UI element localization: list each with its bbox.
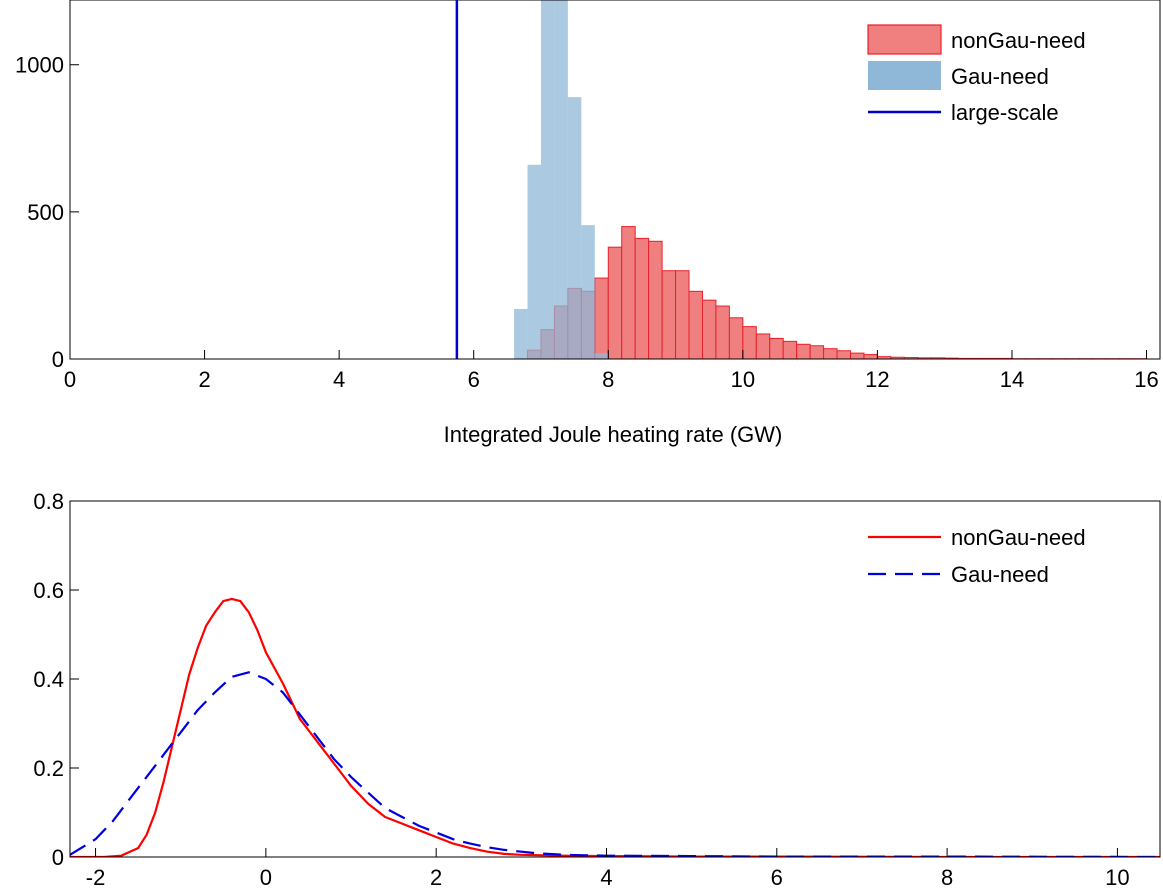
gau-bar <box>594 353 609 359</box>
density-y-tick-label: 0.2 <box>33 756 64 781</box>
nongau-bar <box>849 352 865 359</box>
histogram-x-tick-label: 8 <box>602 367 614 392</box>
density-y-tick-label: 0.8 <box>33 489 64 514</box>
nongau-bar <box>782 340 798 359</box>
nongau-need-curve <box>70 597 1160 857</box>
nongau-bar <box>634 237 650 359</box>
nongau-bar <box>823 348 838 359</box>
nongau-bar <box>796 343 811 359</box>
density-curves <box>70 597 1160 857</box>
nongau-bar <box>675 270 690 359</box>
histogram-x-tick-label: 4 <box>333 367 345 392</box>
nongau-bar <box>715 305 730 359</box>
nongau-bar <box>836 350 851 359</box>
nongau-bar <box>688 290 703 359</box>
nongau-bar <box>755 333 771 359</box>
legend-label: large-scale <box>951 100 1059 125</box>
legend-swatch <box>868 61 941 90</box>
nongau-bar <box>648 240 663 359</box>
histogram-y-ticks: 0 500 1000 <box>15 53 79 372</box>
density-axes-frame <box>69 500 1161 858</box>
density-y-tick-label: 0 <box>52 845 64 870</box>
histogram-plot-area <box>455 0 1148 359</box>
density-x-tick-label: 0 <box>260 865 272 890</box>
density-x-tick-label: 2 <box>430 865 442 890</box>
legend-label: Gau-need <box>951 64 1049 89</box>
density-x-tick-label: -2 <box>86 865 106 890</box>
nongau-bar <box>742 326 757 359</box>
histogram-bars <box>455 0 1148 359</box>
histogram-x-tick-label: 14 <box>1000 367 1024 392</box>
histogram-x-tick-label: 2 <box>198 367 210 392</box>
histogram-x-ticks: 0 2 4 6 8 10 12 14 16 <box>64 350 1159 392</box>
histogram-x-tick-label: 6 <box>468 367 480 392</box>
density-y-ticks: 0 0.2 0.4 0.6 0.8 <box>33 489 79 870</box>
histogram-y-tick-label: 1000 <box>15 53 64 78</box>
gau-bar <box>527 164 541 359</box>
nongau-bar <box>863 354 878 359</box>
histogram-y-tick-label: 0 <box>52 347 64 372</box>
histogram-x-tick-label: 16 <box>1134 367 1158 392</box>
histogram-x-tick-label: 10 <box>731 367 755 392</box>
density-panel: -2 0 2 4 6 8 10 0 0.2 0.4 0.6 0.8 nonGau-need Gau-n… <box>33 489 1161 890</box>
density-x-ticks: -2 0 2 4 6 8 10 <box>86 848 1130 890</box>
density-x-tick-label: 4 <box>600 865 612 890</box>
histogram-y-tick-label: 500 <box>27 200 64 225</box>
density-x-tick-label: 8 <box>941 865 953 890</box>
nongau-bar <box>809 345 825 359</box>
density-y-tick-label: 0.4 <box>33 667 64 692</box>
legend-label: nonGau-need <box>951 28 1086 53</box>
legend-swatch <box>867 24 942 55</box>
gau-bar <box>514 308 528 359</box>
nongau-bar <box>594 277 609 359</box>
nongau-bar <box>701 299 717 359</box>
histogram-panel: 0 2 4 6 8 10 12 14 16 0 500 1000 Integrated Joule … <box>15 0 1161 447</box>
gau-bar <box>540 0 555 359</box>
density-plot-area <box>70 597 1160 857</box>
gau-need-curve <box>70 671 1160 857</box>
histogram-x-axis-label: Integrated Joule heating rate (GW) <box>444 422 783 447</box>
nongau-bar <box>607 246 623 359</box>
nongau-bar <box>661 270 677 359</box>
density-x-tick-label: 6 <box>771 865 783 890</box>
density-y-tick-label: 0.6 <box>33 578 64 603</box>
nongau-bar <box>621 226 636 359</box>
gau-bar <box>581 225 595 359</box>
gau-bar <box>567 97 582 359</box>
legend-label: nonGau-need <box>951 525 1086 550</box>
histogram-x-tick-label: 12 <box>865 367 889 392</box>
histogram-legend: nonGau-need Gau-need large-scale <box>867 24 1086 125</box>
nongau-bar <box>769 337 784 359</box>
legend-label: Gau-need <box>951 562 1049 587</box>
density-legend: nonGau-need Gau-need <box>868 525 1086 587</box>
gau-bar <box>554 0 568 359</box>
histogram-x-tick-label: 0 <box>64 367 76 392</box>
histogram-axes-frame <box>69 0 1161 360</box>
density-x-tick-label: 10 <box>1105 865 1129 890</box>
nongau-bar <box>728 317 744 359</box>
